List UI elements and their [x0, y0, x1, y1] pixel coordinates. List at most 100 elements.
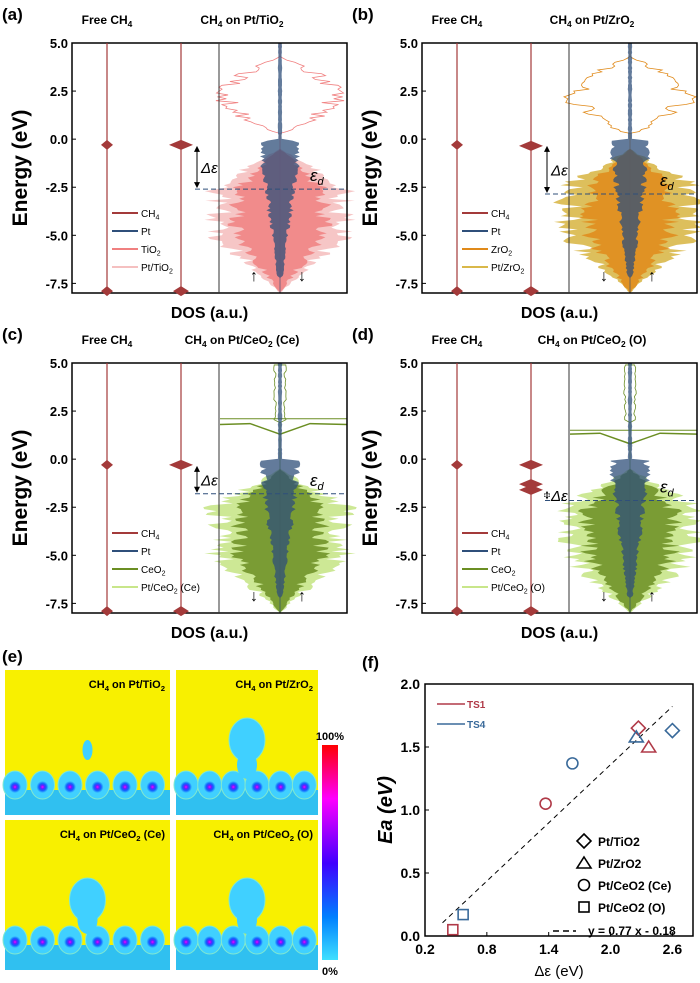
atom-core — [251, 936, 263, 948]
y-tick-label: 1.0 — [401, 802, 421, 818]
legend-label: Pt/CeO2 (Ce) — [141, 583, 200, 596]
y-axis-label: Ea (eV) — [375, 776, 397, 844]
delta-epsilon-label: Δε — [200, 160, 218, 177]
adsorbed-ch4-dos-peak — [173, 606, 189, 617]
y-tick-label: -2.5 — [46, 500, 68, 515]
marker-legend-label: Pt/ZrO2 — [598, 857, 642, 871]
y-tick-label: 2.5 — [50, 84, 68, 99]
legend-label: TS1 — [467, 700, 486, 711]
free-ch4-dos-peak — [451, 139, 463, 150]
support-dos-conduction — [219, 422, 348, 435]
legend-label: TiO2 — [141, 245, 161, 258]
charge-map — [2, 670, 170, 815]
adsorbed-ch4-dos-peak — [523, 286, 539, 297]
atom-core — [91, 781, 104, 793]
panel-label: (e) — [2, 647, 23, 666]
atom-core — [180, 781, 192, 793]
atom-core — [274, 781, 287, 793]
pt-density — [237, 906, 257, 934]
delta-epsilon-label: Δε — [550, 162, 568, 179]
epsilon-d-label: εd — [310, 471, 324, 493]
atom-core — [227, 781, 240, 793]
spin-arrow-left: ↓ — [600, 268, 608, 285]
spin-arrow-right: ↑ — [648, 268, 656, 285]
epsilon-d-label: εd — [660, 478, 674, 500]
x-axis-label: DOS (a.u.) — [171, 305, 248, 322]
atom-core — [298, 936, 311, 948]
y-tick-label: 1.5 — [401, 739, 421, 755]
y-tick-label: 2.5 — [50, 404, 68, 419]
map-title: CH4 on Pt/CeO2 (O) — [213, 829, 313, 843]
y-tick-label: -7.5 — [396, 596, 418, 611]
atom-core — [9, 781, 21, 793]
header-free-ch4: Free CH4 — [432, 13, 483, 29]
legend-marker — [578, 901, 590, 913]
data-point-ts4 — [566, 757, 579, 770]
y-tick-label: -7.5 — [46, 596, 68, 611]
legend-label: CeO2 — [141, 565, 166, 578]
spin-arrow-right: ↑ — [648, 588, 656, 605]
atom-core — [64, 781, 76, 793]
delta-epsilon-label: Δε — [550, 488, 568, 505]
free-ch4-dos-peak — [451, 459, 463, 470]
y-tick-label: -2.5 — [396, 180, 418, 195]
y-axis-label: Energy (eV) — [9, 110, 32, 227]
y-tick-label: 0.0 — [401, 928, 421, 944]
y-axis-label: Energy (eV) — [359, 430, 382, 547]
y-axis-label: Energy (eV) — [9, 430, 32, 547]
atom-core — [180, 936, 192, 948]
surface-density — [176, 790, 318, 815]
charge-map — [2, 820, 170, 970]
free-ch4-dos-peak — [101, 459, 113, 470]
charge-density-panel: (e) CH4 on Pt/TiO2 CH4 on Pt/ZrO2 CH4 on Pt… — [2, 647, 344, 978]
y-tick-label: 2.5 — [400, 84, 418, 99]
atom-core — [119, 781, 131, 793]
marker-legend-label: Pt/CeO2 (O) — [598, 901, 665, 915]
atom-core — [64, 936, 76, 948]
data-point-ts1 — [640, 739, 658, 753]
y-tick-label: 2.0 — [401, 676, 421, 692]
map-title: CH4 on Pt/ZrO2 — [235, 679, 313, 693]
y-tick-label: -5.0 — [46, 228, 68, 243]
y-tick-label: -7.5 — [396, 276, 418, 291]
legend-label: Pt/ZrO2 — [491, 263, 524, 276]
plot-frame — [71, 42, 348, 294]
legend-label: CH4 — [141, 209, 159, 222]
x-axis-label: DOS (a.u.) — [521, 305, 598, 322]
x-axis-label: Δε (eV) — [534, 963, 583, 980]
y-tick-label: 0.0 — [400, 132, 418, 147]
dos-panel-a: (a) Free CH4 CH4 on Pt/TiO2 Energy (eV) DOS … — [2, 5, 356, 322]
map-title: CH4 on Pt/TiO2 — [89, 679, 165, 693]
atom-core — [203, 781, 216, 793]
panel-label: (f) — [362, 653, 379, 672]
legend-marker — [575, 855, 593, 869]
y-tick-label: -5.0 — [396, 228, 418, 243]
atom-core — [298, 781, 311, 793]
surface-density — [5, 790, 170, 815]
spin-arrow-left: ↓ — [600, 588, 608, 605]
y-tick-label: -2.5 — [396, 500, 418, 515]
adsorbed-ch4-dos-peak — [519, 140, 543, 151]
header-adsorbed-ch4: CH4 on Pt/CeO2 (Ce) — [185, 333, 300, 349]
data-point-ts1 — [539, 797, 552, 811]
adsorbed-ch4-dos-peak — [519, 484, 543, 495]
atom-core — [146, 936, 159, 948]
legend-label: Pt/CeO2 (O) — [491, 583, 545, 596]
x-axis-label: DOS (a.u.) — [171, 625, 248, 642]
y-tick-label: 2.5 — [400, 404, 418, 419]
ch4-density — [82, 740, 93, 760]
marker-legend-label: Pt/TiO2 — [598, 835, 640, 849]
legend-label: TS4 — [467, 720, 486, 731]
charge-map — [173, 670, 318, 815]
delta-epsilon-label: Δε — [200, 472, 218, 489]
legend-label: Pt — [141, 547, 151, 558]
adsorbed-ch4-dos-peak — [519, 459, 543, 470]
header-adsorbed-ch4: CH4 on Pt/TiO2 — [200, 13, 283, 29]
legend-label: Pt — [491, 547, 501, 558]
header-adsorbed-ch4: CH4 on Pt/CeO2 (O) — [538, 333, 647, 349]
pt-density — [237, 751, 257, 779]
free-ch4-dos-peak — [101, 286, 113, 297]
dos-panel-c: (c) Free CH4 CH4 on Pt/CeO2 (Ce) Energy (eV… — [2, 325, 357, 642]
